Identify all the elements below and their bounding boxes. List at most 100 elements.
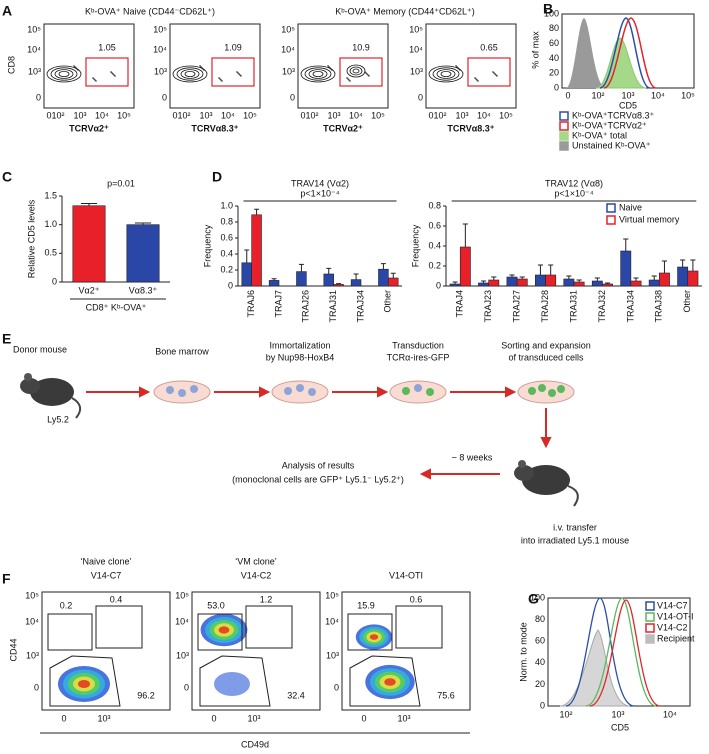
event-dot [349,80,351,82]
legend-label: Kᵇ-OVA⁺ total [572,130,627,140]
event-dot [346,77,348,79]
error-bar [491,276,497,280]
y-tick-label: 0 [184,682,189,692]
gate-value: 1.09 [224,42,242,52]
x-tick-label: 10³ [97,713,110,723]
plot-frame [341,591,471,711]
y-tick-label: 0 [436,280,441,290]
error-bar [680,259,686,267]
clone-name: ‘VM clone’ [235,556,277,566]
panel-title: Kᵇ-OVA⁺ Naive (CD44⁻CD62L⁺) [85,6,215,16]
y-tick-label: 1.0 [44,219,57,229]
y-tick-label: 0.2 [428,260,441,270]
y-tick-label: 10⁵ [281,24,295,34]
legend-swatch [645,601,655,611]
y-tick-label: 0 [554,82,559,92]
y-tick-label: 100 [544,8,559,18]
event-dot [92,77,94,79]
x-tick-label: 10² [51,110,64,120]
schematic [20,373,579,507]
event-dot [328,66,330,68]
error-bar [380,263,386,270]
y-tick-label: 10⁴ [175,616,189,626]
x-tick-label: TRAJ28 [540,290,550,323]
axis-label: Frequency [410,224,420,267]
x-tick-label: TRAJ4 [455,290,465,318]
gate [95,605,143,649]
y-tick-label: 40 [549,53,559,63]
x-tick-label: 10⁴ [95,110,109,120]
event-dot [110,71,112,73]
x-tick-label: 10⁵ [499,110,513,120]
error-bar [566,275,572,279]
gate [49,655,121,707]
event-dot [238,73,240,75]
axis-label: CD8 [6,56,16,74]
event-dot [200,66,202,68]
y-tick-label: 0.6 [428,220,441,230]
y-tick-label: 10⁵ [325,590,339,600]
plot-frame [41,591,171,711]
legend-swatch [606,203,616,213]
contour [54,69,74,79]
y-tick-label: 10³ [326,650,339,660]
contour [46,65,82,83]
bar [506,276,518,287]
event-dot [218,77,220,79]
event-dot [347,78,349,80]
event-dot [475,78,477,80]
x-tick-label: 10⁵ [243,110,257,120]
x-tick-label: Vα8.3⁺ [129,285,158,295]
bar [251,214,262,287]
y-tick-label: 100 [530,592,545,602]
bar [241,262,252,287]
error-bar [519,276,525,279]
y-tick-label: 80 [549,23,559,33]
x-tick-label: 10³ [397,713,410,723]
gate-value: 96.2 [137,690,155,700]
y-tick-label: 10⁴ [409,44,423,54]
gate [245,605,293,649]
annotation: p<1×10⁻⁴ [300,188,339,198]
y-tick-label: 60 [549,38,559,48]
panel-label: C [2,169,12,185]
y-tick-label: 0.8 [428,200,441,210]
event-dot [201,67,203,69]
error-bar [661,260,668,273]
error-bar [537,264,543,275]
x-tick-label: 10³ [247,713,260,723]
plot-frame [425,23,517,109]
gate [47,613,93,651]
contour [308,69,328,79]
error-bar [690,259,696,271]
step-label: Donor mouse [13,344,67,354]
histogram-g [547,597,691,707]
legend-label: Virtual memory [619,214,680,224]
mouse-icon [514,460,579,507]
event-dot [237,72,239,74]
error-bar [271,278,277,281]
x-tick-label: TRAJ6 [246,290,256,318]
histogram-b [561,13,695,89]
x-tick-label: 10⁴ [349,110,363,120]
bar [591,280,603,287]
event-dot [495,74,497,76]
x-tick-label: 0 [211,713,216,723]
legend-swatch [559,121,569,131]
y-tick-label: 20 [549,68,559,78]
event-dot [474,77,476,79]
x-tick-label: TRAJ31 [328,290,338,323]
x-tick-label: 0 [61,713,66,723]
legend-swatch [559,111,569,121]
bar [333,284,344,287]
error-bar [336,283,342,285]
y-tick-label: 10⁴ [281,44,295,54]
curve [566,18,606,88]
step-label: Ly5.2 [47,414,69,424]
y-tick-label: 40 [535,657,545,667]
event-dot [203,69,205,71]
x-tick-label: 10² [177,110,190,120]
plot-frame [43,23,135,109]
event-dot [113,74,115,76]
y-tick-label: 20 [535,679,545,689]
